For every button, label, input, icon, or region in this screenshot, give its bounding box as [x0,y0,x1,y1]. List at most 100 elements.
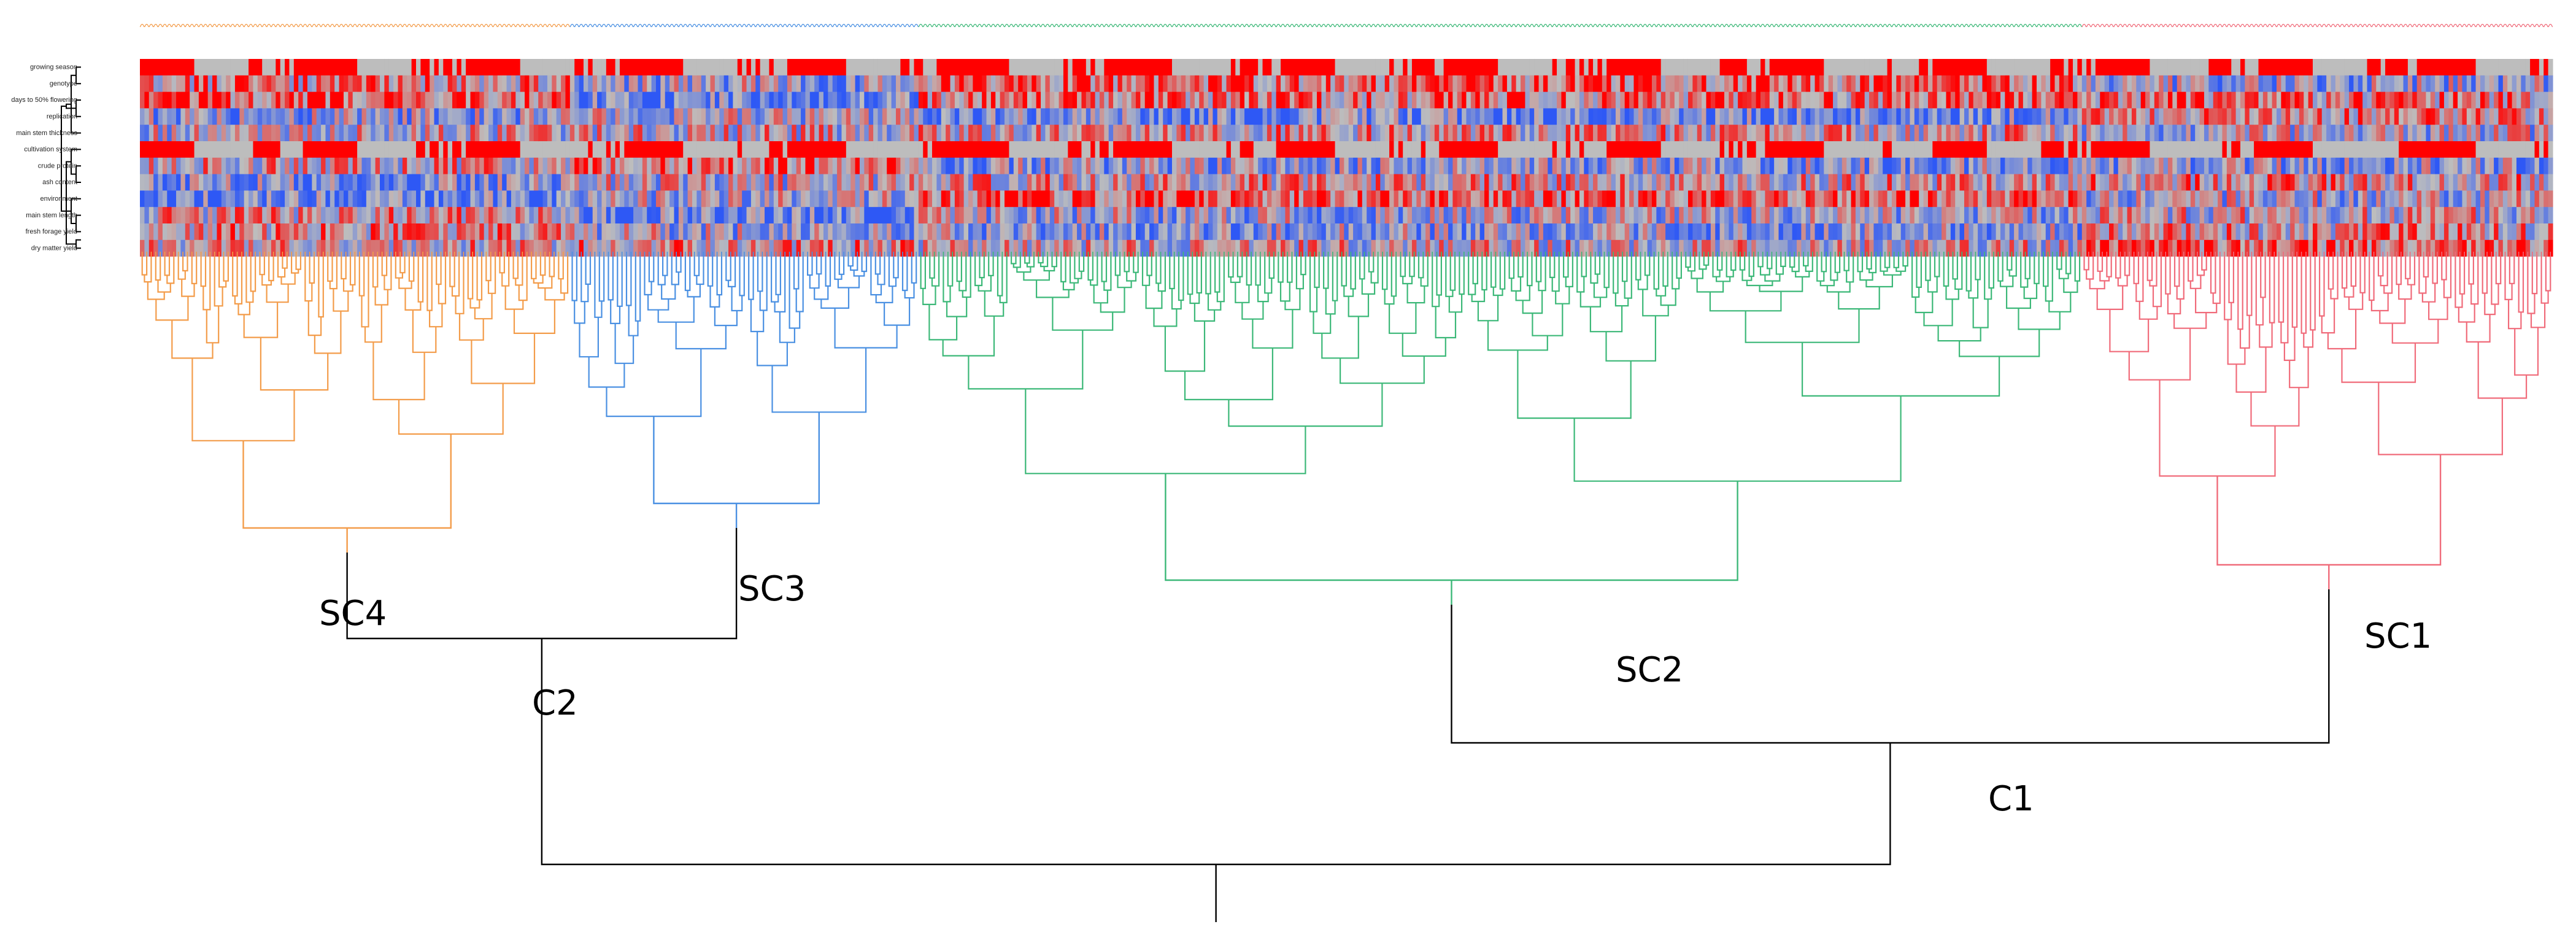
heatmap-cell [760,125,765,142]
heatmap-cell [190,190,195,208]
heatmap-cell [207,91,213,109]
heatmap-cell [221,141,226,158]
heatmap-cell [1489,141,1494,158]
heatmap-cell [1674,125,1679,142]
leaf-label-mark [1407,23,1413,28]
heatmap-cell [393,108,399,125]
heatmap-cell [1049,174,1055,191]
leaf-label-mark [1638,23,1643,28]
heatmap-cell [1548,207,1553,224]
heatmap-cell [1792,157,1797,174]
heatmap-cell [877,157,883,174]
heatmap-cell [1068,190,1073,208]
leaf-label-mark [1597,23,1603,28]
heatmap-cell [973,190,978,208]
heatmap-cell [1543,141,1548,158]
heatmap-cell [348,239,353,257]
heatmap-cell [1289,59,1295,76]
heatmap-cell [1303,91,1308,109]
heatmap-cell [303,75,308,92]
heatmap-cell [307,190,312,208]
heatmap-cell [891,91,897,109]
leaf-label-mark [2077,23,2083,28]
heatmap-cell [1267,207,1272,224]
leaf-label-mark [1294,23,1299,28]
heatmap-cell [1738,239,1743,257]
leaf-label-mark [1430,23,1435,28]
heatmap-cell [723,239,729,257]
heatmap-cell [180,91,186,109]
heatmap-cell [1489,207,1494,224]
heatmap-cell [1593,59,1598,76]
heatmap-cell [638,141,643,158]
leaf-label-mark [1946,23,1951,28]
heatmap-cell [606,174,611,191]
heatmap-cell [1049,239,1055,257]
heatmap-cell [1521,239,1525,257]
heatmap-cell [1588,223,1594,241]
heatmap-cell [371,223,376,241]
heatmap-cell [931,125,937,142]
heatmap-cell [923,91,928,109]
heatmap-cell [1325,239,1331,257]
heatmap-cell [1226,190,1232,208]
heatmap-cell [1774,108,1780,125]
heatmap-cell [904,239,910,257]
heatmap-cell [212,125,218,142]
heatmap-cell [1167,239,1173,257]
heatmap-cell [1045,91,1051,109]
heatmap-cell [801,108,806,125]
heatmap-cell [343,157,349,174]
heatmap-cell [1462,190,1467,208]
heatmap-cell [1122,207,1127,224]
heatmap-cell [1181,174,1186,191]
heatmap-cell [1538,174,1544,191]
heatmap-cell [1498,157,1503,174]
heatmap-cell [1022,239,1028,257]
heatmap-cell [1213,190,1218,208]
heatmap-cell [538,141,544,158]
leaf-label-mark [1348,23,1354,28]
heatmap-cell [407,190,412,208]
heatmap-cell [140,125,145,142]
heatmap-cell [923,207,928,224]
heatmap-cell [1805,125,1811,142]
heatmap-cell [990,125,996,142]
leaf-label-mark [696,23,702,28]
heatmap-cell [701,141,706,158]
leaf-label-mark [733,23,738,28]
heatmap-cell [819,141,824,158]
heatmap-cell [1769,108,1775,125]
heatmap-cell [973,157,978,174]
heatmap-cell [1439,108,1444,125]
heatmap-cell [1620,108,1625,125]
leaf-label-mark [1081,23,1087,28]
heatmap-cell [1651,91,1657,109]
heatmap-cell [737,108,742,125]
heatmap-cell [520,174,525,191]
heatmap-cell [1457,125,1462,142]
heatmap-cell [1049,223,1055,241]
heatmap-cell [538,59,544,76]
heatmap-cell [1321,157,1327,174]
heatmap-cell [1733,174,1738,191]
heatmap-cell [176,239,181,257]
heatmap-cell [398,190,403,208]
heatmap-cell [918,174,924,191]
heatmap-cell [416,174,421,191]
heatmap-cell [597,239,603,257]
heatmap-cell [1054,59,1060,76]
heatmap-cell [212,108,218,125]
leaf-label-mark [2498,23,2504,28]
heatmap-cell [1253,190,1259,208]
heatmap-cell [316,174,322,191]
heatmap-cell [1176,174,1182,191]
heatmap-cell [651,190,657,208]
heatmap-cell [289,125,295,142]
heatmap-cell [611,190,616,208]
heatmap-cell [1597,125,1603,142]
heatmap-cell [1149,75,1155,92]
heatmap-cell [230,207,236,224]
heatmap-cell [1099,223,1105,241]
heatmap-cell [1032,174,1037,191]
